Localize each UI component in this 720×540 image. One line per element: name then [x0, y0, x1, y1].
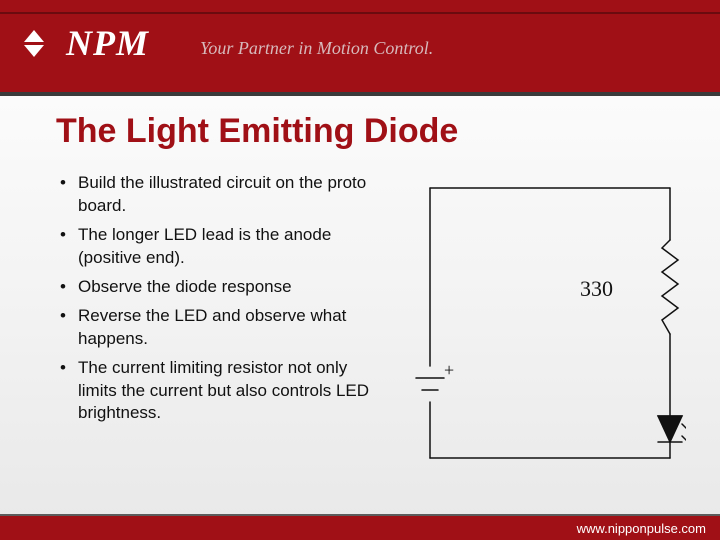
logo-arrow-up-icon: [24, 30, 44, 42]
tagline: Your Partner in Motion Control.: [200, 38, 433, 59]
page-title: The Light Emitting Diode: [56, 112, 458, 151]
logo-arrow-down-icon: [24, 45, 44, 57]
circuit-svg: +: [410, 178, 686, 468]
bullet-item: The longer LED lead is the anode (positi…: [56, 224, 376, 270]
bullet-item: The current limiting resistor not only l…: [56, 357, 376, 426]
footer-band: www.nipponpulse.com: [0, 516, 720, 540]
led-triangle-icon: [658, 416, 682, 442]
resistor-label: 330: [580, 276, 613, 302]
bullet-item: Reverse the LED and observe what happens…: [56, 305, 376, 351]
led-emit-arrow: [682, 436, 686, 452]
logo: NPM: [24, 22, 149, 64]
logo-text: NPM: [66, 22, 149, 64]
header-bottom-rule: [0, 92, 720, 96]
circuit-diagram: + 330: [410, 178, 686, 468]
header-top-rule: [0, 12, 720, 14]
bullet-list: Build the illustrated circuit on the pro…: [56, 172, 376, 431]
footer-url: www.nipponpulse.com: [577, 521, 706, 536]
battery-plus-icon: +: [444, 360, 454, 380]
logo-mark-icon: [24, 22, 52, 64]
bullet-item: Build the illustrated circuit on the pro…: [56, 172, 376, 218]
bullet-item: Observe the diode response: [56, 276, 376, 299]
slide: NPM Your Partner in Motion Control. The …: [0, 0, 720, 540]
header-band: NPM Your Partner in Motion Control.: [0, 0, 720, 96]
resistor-icon: [662, 240, 678, 334]
